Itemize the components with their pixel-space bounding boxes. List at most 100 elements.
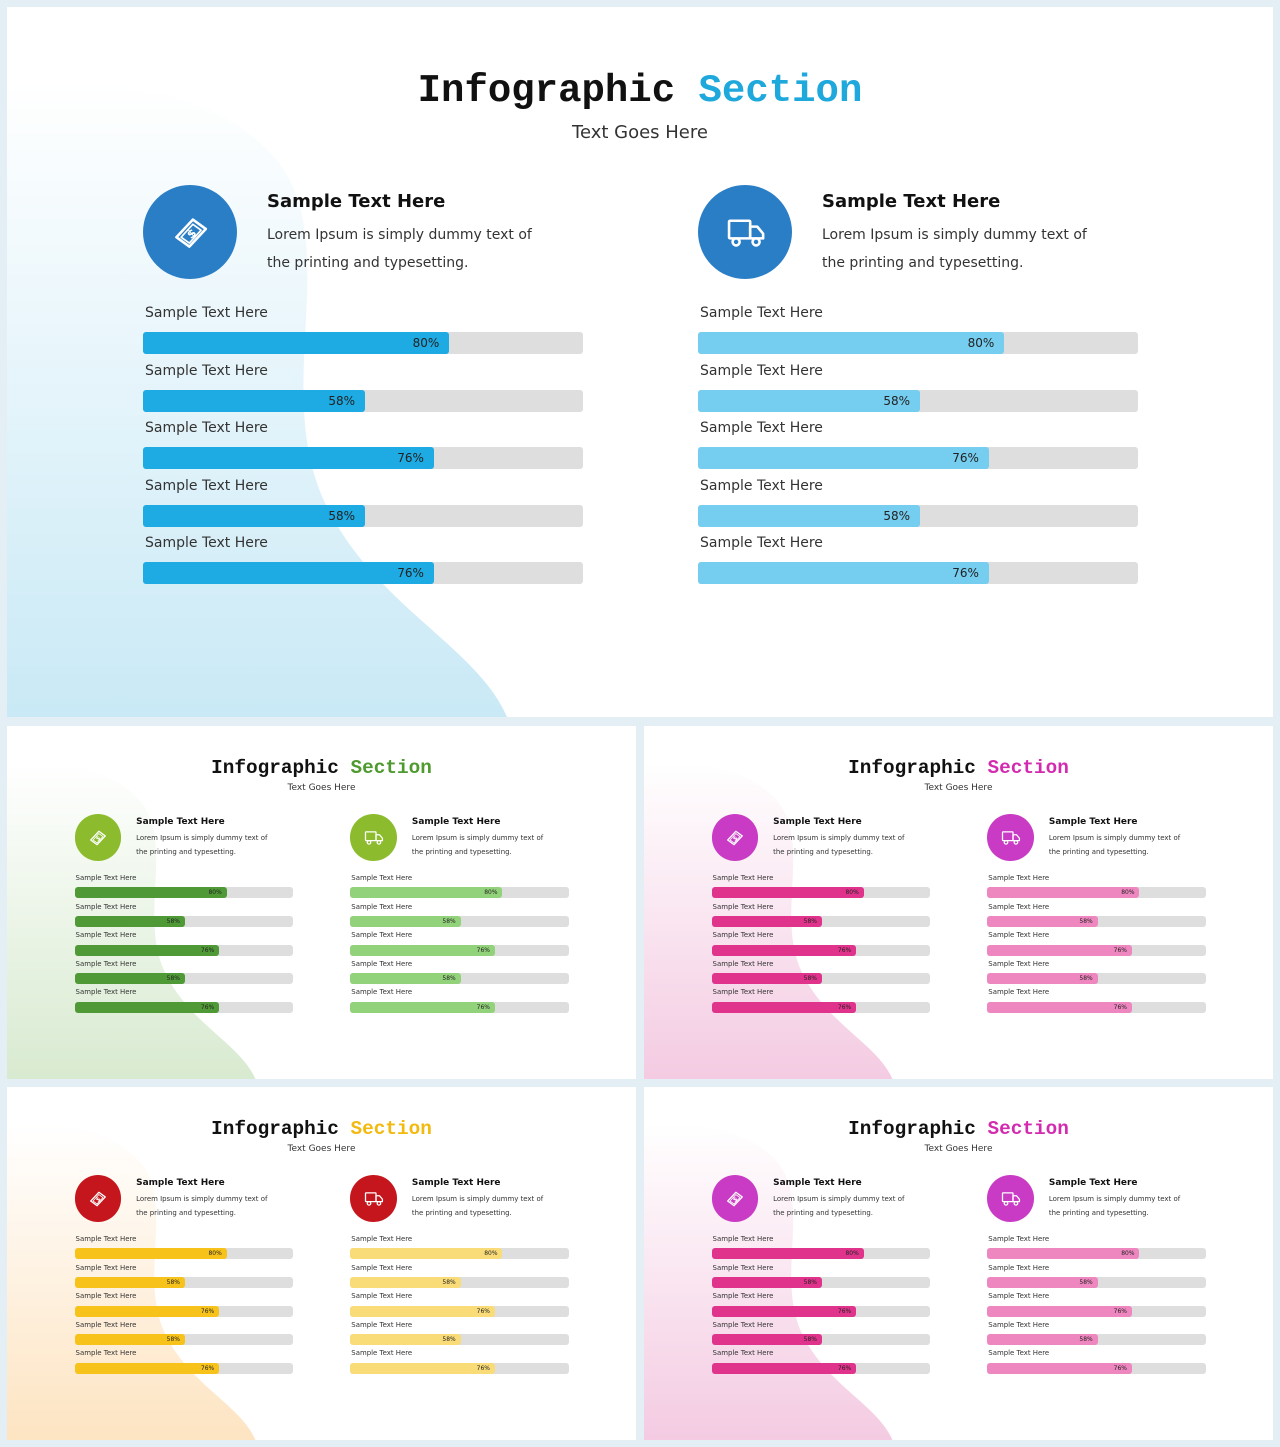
bar-percentage: 58% [803,1336,817,1344]
progress-bar-track: 80% [350,887,569,899]
column-description: Lorem Ipsum is simply dummy text of the … [411,1195,544,1218]
progress-bar-fill: 76% [987,944,1132,956]
svg-text:$: $ [733,835,740,842]
delivery-truck-icon [999,826,1022,849]
progress-bar-fill: 76% [74,1305,220,1317]
column-description: Lorem Ipsum is simply dummy text of the … [773,1195,905,1218]
bar-label: Sample Text Here [75,1263,137,1272]
progress-bar-fill: 80% [711,887,864,899]
progress-bar-track: 58% [987,916,1206,927]
progress-bar-fill: 80% [74,1248,227,1260]
money-bill-badge: $ [74,1175,122,1223]
progress-bar-track: 76% [987,944,1206,956]
title-word-1: Infographic [211,756,339,779]
progress-bar-track: 76% [74,1001,294,1013]
slide: Infographic Section Text Goes Here $ Sample… [644,726,1273,1079]
column-left: $ Sample Text Here Lorem Ipsum is simply d… [711,1087,936,1440]
column-left: $ Sample Text Here Lorem Ipsum is simply d… [711,726,936,1079]
bar-label: Sample Text Here [988,874,1050,883]
bar-percentage: 58% [166,917,180,925]
progress-bar-fill: 58% [711,1334,822,1346]
progress-bar-track: 80% [350,1248,569,1260]
progress-bar-fill: 58% [698,389,921,412]
bar-label: Sample Text Here [988,988,1050,997]
progress-bar-fill: 58% [74,916,185,927]
column-left: $ Sample Text Here Lorem Ipsum is simply d… [74,726,299,1079]
money-bill-icon: $ [723,1187,746,1210]
svg-text:$: $ [96,1196,103,1203]
bar-label: Sample Text Here [712,1263,774,1272]
bar-percentage: 58% [442,1336,456,1344]
bar-label: Sample Text Here [712,959,774,968]
progress-bar-track: 58% [987,973,1206,985]
progress-bar-fill: 76% [350,944,495,956]
bar-label: Sample Text Here [351,1320,413,1329]
bar-percentage: 80% [208,889,222,897]
slide-subtitle: Text Goes Here [924,783,993,794]
bar-percentage: 76% [200,946,215,954]
progress-bar-track: 58% [698,504,1138,527]
bar-percentage: 58% [803,917,817,925]
progress-bar-fill: 80% [987,887,1140,899]
bar-percentage: 58% [1079,975,1093,983]
bar-label: Sample Text Here [75,988,137,997]
slide-subtitle: Text Goes Here [287,783,356,794]
bar-label: Sample Text Here [351,1235,413,1244]
progress-bar-track: 58% [74,1277,294,1288]
bar-label: Sample Text Here [145,362,268,379]
progress-bar-track: 76% [711,944,931,956]
progress-bar-fill: 76% [74,1362,220,1374]
column-heading: Sample Text Here [1048,817,1138,828]
progress-bar-track: 58% [987,1334,1206,1346]
column-heading: Sample Text Here [411,1178,501,1189]
progress-bar-track: 76% [698,447,1138,469]
column-heading: Sample Text Here [411,817,501,828]
bar-percentage: 76% [1113,1307,1127,1315]
progress-bar-fill: 76% [698,562,989,584]
column-left: $ Sample Text Here Lorem Ipsum is simply d… [74,1087,299,1440]
progress-bar-track: 76% [74,1305,294,1317]
bar-label: Sample Text Here [988,959,1050,968]
progress-bar-track: 58% [74,973,294,985]
bar-label: Sample Text Here [351,959,413,968]
column-description: Lorem Ipsum is simply dummy text of the … [267,227,532,271]
column-heading: Sample Text Here [773,1178,862,1189]
progress-bar-track: 80% [143,332,583,354]
bar-percentage: 80% [1121,1250,1135,1258]
progress-bar-track: 76% [987,1305,1206,1317]
money-bill-icon: $ [167,209,214,256]
bar-percentage: 76% [837,1364,852,1372]
progress-bar-fill: 76% [987,1001,1132,1013]
title-word-1: Infographic [211,1117,339,1140]
progress-bar-fill: 80% [143,332,450,354]
bar-label: Sample Text Here [712,931,774,940]
progress-bar-fill: 58% [987,973,1098,985]
progress-bar-fill: 76% [350,1001,495,1013]
bar-percentage: 80% [967,336,995,350]
bar-label: Sample Text Here [75,931,137,940]
slide: Infographic Section Text Goes Here $ Sample… [7,1087,636,1440]
bar-percentage: 58% [883,508,911,523]
title-word-1: Infographic [848,1117,976,1140]
bar-label: Sample Text Here [712,1235,774,1244]
bar-label: Sample Text Here [145,477,268,494]
title-word-1: Infographic [848,756,976,779]
delivery-truck-icon [722,209,769,256]
bar-label: Sample Text Here [145,305,268,321]
bar-label: Sample Text Here [700,535,823,551]
bar-percentage: 76% [397,451,424,465]
progress-bar-fill: 80% [350,1248,503,1260]
bar-percentage: 76% [397,566,424,580]
bar-label: Sample Text Here [988,931,1050,940]
money-bill-icon: $ [86,1187,109,1210]
column-right: Sample Text Here Lorem Ipsum is simply du… [698,7,1148,717]
progress-bar-fill: 80% [350,887,503,899]
column-description: Lorem Ipsum is simply dummy text of the … [1048,1195,1181,1218]
delivery-truck-icon [362,1187,385,1210]
bar-percentage: 58% [166,975,180,983]
progress-bar-fill: 58% [987,1277,1098,1288]
progress-bar-fill: 80% [698,332,1005,354]
progress-bar-track: 76% [350,1001,569,1013]
bar-label: Sample Text Here [351,1349,413,1358]
progress-bar-fill: 76% [711,1001,857,1013]
